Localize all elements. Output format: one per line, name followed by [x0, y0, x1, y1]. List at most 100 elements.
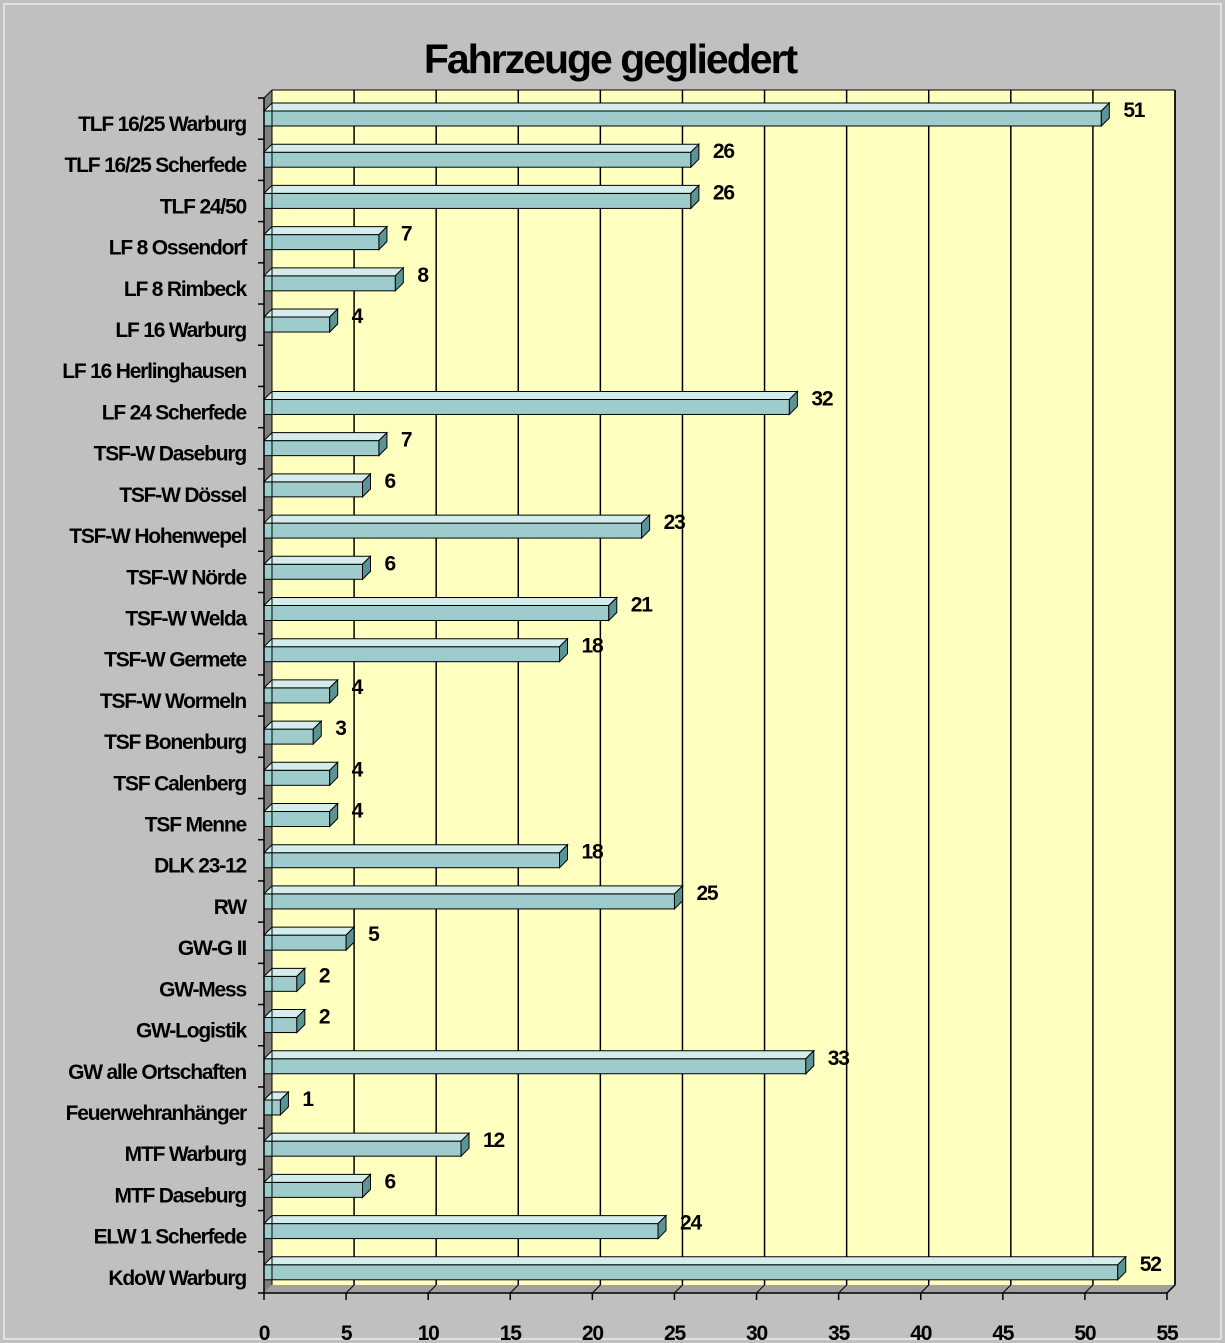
bar-top — [262, 844, 569, 854]
bar-top — [262, 596, 618, 606]
x-tick-label: 45 — [992, 1322, 1014, 1343]
category-label: LF 24 Scherfede — [102, 401, 247, 424]
bar-top — [262, 720, 323, 730]
bar-top — [262, 390, 799, 400]
bar-top — [262, 679, 339, 689]
category-label: GW alle Ortschaften — [68, 1061, 246, 1084]
bar-top — [262, 267, 405, 277]
value-label: 7 — [401, 223, 412, 246]
bar-side — [329, 761, 339, 787]
value-label: 2 — [319, 964, 330, 987]
bar-top — [262, 1256, 1127, 1266]
value-label: 52 — [1140, 1253, 1161, 1276]
value-label: 3 — [335, 717, 346, 740]
category-label: TSF-W Daseburg — [94, 443, 247, 466]
bar-side — [690, 142, 700, 169]
bar-side — [329, 802, 339, 828]
floor-gridline — [427, 1284, 437, 1294]
value-label: 6 — [385, 552, 396, 575]
bar — [263, 1058, 807, 1075]
chart-title: Fahrzeuge gegliedert — [423, 36, 798, 82]
bar — [263, 481, 364, 498]
value-label: 24 — [680, 1212, 702, 1235]
bar-side — [641, 513, 651, 540]
bar-side — [345, 925, 355, 952]
bar — [263, 110, 1102, 127]
x-tick-label: 0 — [259, 1322, 270, 1343]
category-label: TSF Menne — [145, 814, 247, 837]
category-label: KdoW Warburg — [108, 1267, 246, 1290]
bar — [263, 769, 331, 786]
category-label: TLF 16/25 Warburg — [78, 113, 246, 136]
bar — [263, 398, 790, 415]
bar-top — [262, 184, 701, 194]
floor-gridline — [920, 1284, 930, 1294]
category-label: TSF-W Welda — [125, 607, 247, 630]
bar-top — [262, 102, 1111, 112]
category-label: LF 16 Herlinghausen — [62, 360, 246, 383]
category-labels: TLF 16/25 Warburg TLF 16/25 Scherfede TLF … — [62, 113, 249, 1290]
x-tick-label: 5 — [341, 1322, 353, 1343]
bar-top — [262, 143, 701, 153]
plot-floor — [264, 1285, 1175, 1293]
bar — [263, 852, 561, 869]
floor-gridline — [1084, 1284, 1094, 1294]
floor-gridline — [674, 1284, 683, 1294]
bar — [263, 1140, 462, 1157]
bar — [263, 1017, 298, 1034]
value-label: 5 — [368, 923, 380, 946]
value-label: 4 — [352, 305, 364, 328]
value-label: 32 — [811, 387, 832, 410]
bar — [263, 1181, 364, 1198]
bar-side — [608, 596, 618, 622]
bar-side — [673, 884, 683, 911]
bar-side — [329, 307, 339, 334]
bar — [263, 687, 331, 704]
value-label: 1 — [302, 1088, 314, 1111]
x-tick-label: 50 — [1074, 1322, 1095, 1343]
category-label: TLF 24/50 — [160, 195, 247, 218]
bar-top — [262, 638, 569, 648]
bar — [263, 1223, 659, 1240]
value-label: 18 — [582, 635, 604, 658]
bar-top — [262, 555, 372, 565]
value-label: 23 — [664, 511, 685, 534]
x-axis: 0 5 10 15 20 25 30 35 40 45 50 55 — [258, 89, 1180, 1343]
category-label: Feuerwehranhänger — [66, 1102, 247, 1125]
value-label: 51 — [1123, 99, 1145, 122]
category-label: LF 8 Ossendorf — [109, 237, 248, 260]
value-label: 21 — [631, 593, 653, 616]
bar-top — [262, 885, 684, 895]
category-label: TSF-W Hohenwepel — [69, 525, 246, 548]
floor-gridline — [509, 1284, 519, 1294]
bar-top — [262, 803, 339, 813]
category-label: TSF-W Germete — [104, 649, 246, 672]
bar — [263, 316, 331, 333]
bar-side — [788, 390, 798, 416]
category-label: GW-Logistik — [136, 1020, 248, 1043]
bar — [263, 192, 692, 209]
floor-gridline — [756, 1284, 765, 1294]
category-label: TSF-W Wormeln — [100, 690, 247, 713]
value-label: 8 — [417, 264, 429, 287]
category-label: TLF 16/25 Scherfede — [65, 154, 247, 177]
floor-gridline — [345, 1284, 355, 1294]
value-label: 33 — [828, 1047, 849, 1070]
category-label: TSF Bonenburg — [104, 731, 246, 754]
bar-side — [279, 1090, 289, 1117]
floor-gridline — [838, 1284, 847, 1294]
bar-top — [262, 308, 339, 318]
x-tick-label: 15 — [500, 1322, 522, 1343]
corner-edge — [263, 89, 273, 99]
bar-side — [329, 678, 339, 705]
bar-top — [262, 226, 389, 236]
x-tick-label: 30 — [746, 1322, 767, 1343]
bar — [263, 522, 643, 539]
bar-side — [1117, 1255, 1127, 1282]
value-label: 4 — [352, 676, 364, 699]
bar — [263, 893, 675, 910]
bar-side — [312, 719, 322, 746]
bar — [263, 646, 561, 663]
bar-side — [378, 431, 388, 457]
